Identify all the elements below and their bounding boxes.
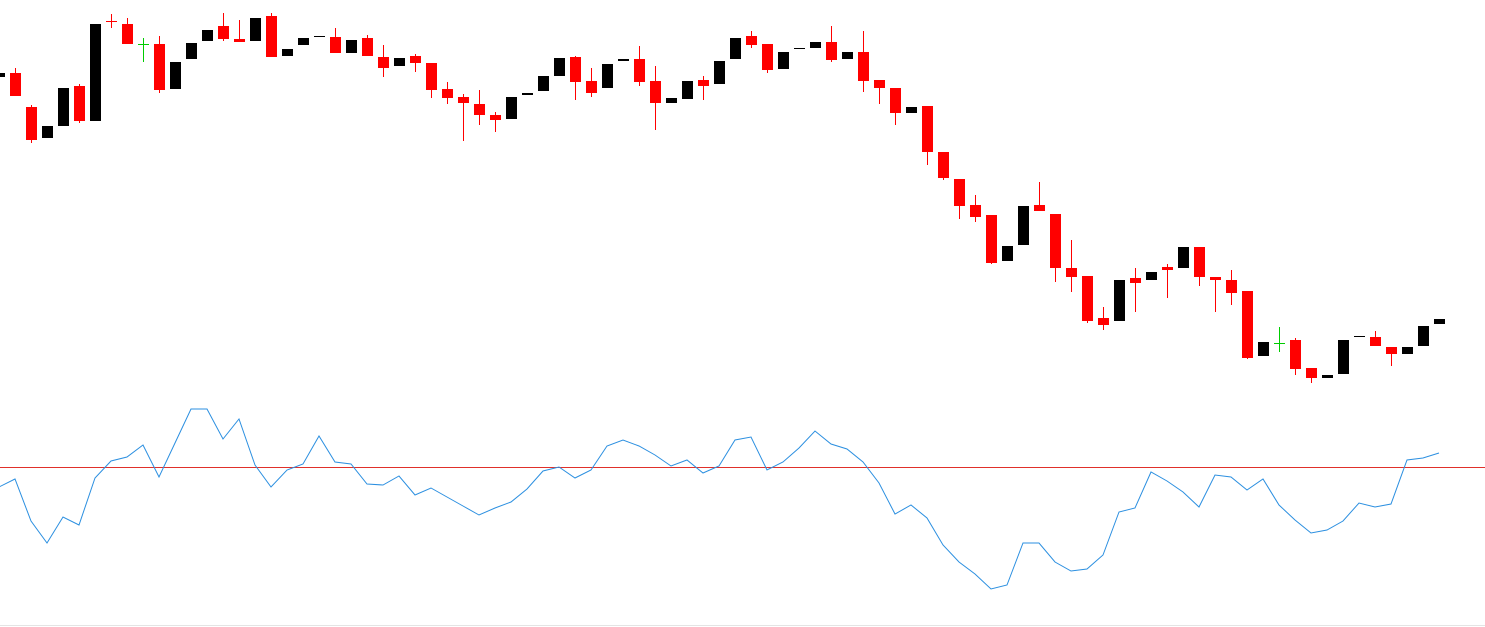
candle-body bbox=[218, 26, 229, 39]
candle-body bbox=[746, 36, 757, 45]
candle-body bbox=[682, 81, 693, 99]
candle-body bbox=[0, 73, 5, 77]
candle-body bbox=[202, 30, 213, 41]
candle-body bbox=[234, 39, 245, 42]
candle-body bbox=[634, 59, 645, 82]
candle-body bbox=[442, 89, 453, 98]
candle-body bbox=[794, 48, 805, 49]
candle-body bbox=[250, 18, 261, 41]
candle-body bbox=[1050, 214, 1061, 268]
candle-body bbox=[314, 36, 325, 37]
candle-body bbox=[410, 56, 421, 63]
candle-body bbox=[922, 106, 933, 152]
candle-body bbox=[810, 42, 821, 48]
candle-body bbox=[490, 115, 501, 120]
candle-body bbox=[570, 57, 581, 82]
candle-body bbox=[1098, 318, 1109, 325]
candle-body bbox=[1370, 337, 1381, 346]
candle-body bbox=[26, 107, 37, 140]
candle-body bbox=[1194, 247, 1205, 277]
candle-body bbox=[986, 215, 997, 263]
candle-body bbox=[1274, 343, 1285, 344]
candle-body bbox=[762, 44, 773, 70]
candle-body bbox=[730, 38, 741, 59]
candle-body bbox=[474, 104, 485, 115]
candle-body bbox=[330, 37, 341, 53]
candle-body bbox=[858, 52, 869, 81]
candle-body bbox=[906, 107, 917, 113]
candle-body bbox=[1114, 280, 1125, 321]
candle-body bbox=[1034, 205, 1045, 211]
candle-body bbox=[42, 126, 53, 138]
candle-body bbox=[714, 61, 725, 84]
candle-body bbox=[1258, 342, 1269, 356]
candle-body bbox=[618, 59, 629, 61]
candle-body bbox=[538, 76, 549, 91]
candle-body bbox=[1322, 375, 1333, 378]
candle-body bbox=[650, 81, 661, 103]
candle-body bbox=[666, 98, 677, 103]
candle-body bbox=[1418, 326, 1429, 346]
candle-body bbox=[138, 44, 149, 45]
candle-body bbox=[58, 88, 69, 126]
candle-body bbox=[1290, 340, 1301, 369]
candle-body bbox=[394, 58, 405, 66]
candle-body bbox=[1338, 340, 1349, 374]
candle-body bbox=[1354, 336, 1365, 337]
candle-body bbox=[1242, 291, 1253, 358]
candle-body bbox=[954, 179, 965, 206]
candle-body bbox=[874, 80, 885, 88]
candle-body bbox=[586, 81, 597, 93]
candle-body bbox=[1402, 347, 1413, 354]
candle-body bbox=[890, 88, 901, 113]
candle-body bbox=[1178, 247, 1189, 268]
candle-body bbox=[826, 42, 837, 60]
candle-body bbox=[186, 43, 197, 59]
candle-body bbox=[1226, 280, 1237, 293]
candle-body bbox=[938, 152, 949, 178]
candle-body bbox=[970, 205, 981, 217]
candle-body bbox=[362, 38, 373, 56]
candle-body bbox=[74, 86, 85, 121]
candle-body bbox=[1066, 268, 1077, 277]
candle-body bbox=[378, 57, 389, 68]
oscillator-line bbox=[0, 408, 1440, 590]
candle-body bbox=[298, 38, 309, 45]
candle-body bbox=[282, 49, 293, 56]
candle-body bbox=[506, 97, 517, 119]
candle-body bbox=[554, 58, 565, 76]
candle-body bbox=[170, 62, 181, 89]
candle-body bbox=[346, 40, 357, 53]
candle-body bbox=[1082, 276, 1093, 321]
candle-body bbox=[698, 80, 709, 86]
candle-body bbox=[1146, 272, 1157, 280]
candle-body bbox=[842, 52, 853, 59]
candle-body bbox=[1386, 347, 1397, 354]
candle-body bbox=[266, 16, 277, 57]
candle-body bbox=[1130, 278, 1141, 283]
candle-body bbox=[122, 24, 133, 44]
candle-body bbox=[1434, 319, 1445, 324]
candle-body bbox=[426, 63, 437, 90]
candle-body bbox=[778, 52, 789, 69]
candle-body bbox=[1002, 246, 1013, 261]
candle-body bbox=[154, 44, 165, 90]
candle-body bbox=[1162, 267, 1173, 270]
candle-body bbox=[106, 21, 117, 22]
candle-body bbox=[1018, 206, 1029, 245]
candle-body bbox=[10, 73, 21, 96]
candle-body bbox=[458, 97, 469, 103]
candle-body bbox=[522, 93, 533, 95]
candle-body bbox=[1210, 277, 1221, 280]
candle-body bbox=[90, 24, 101, 121]
candle-body bbox=[1306, 368, 1317, 378]
candle-body bbox=[602, 64, 613, 88]
